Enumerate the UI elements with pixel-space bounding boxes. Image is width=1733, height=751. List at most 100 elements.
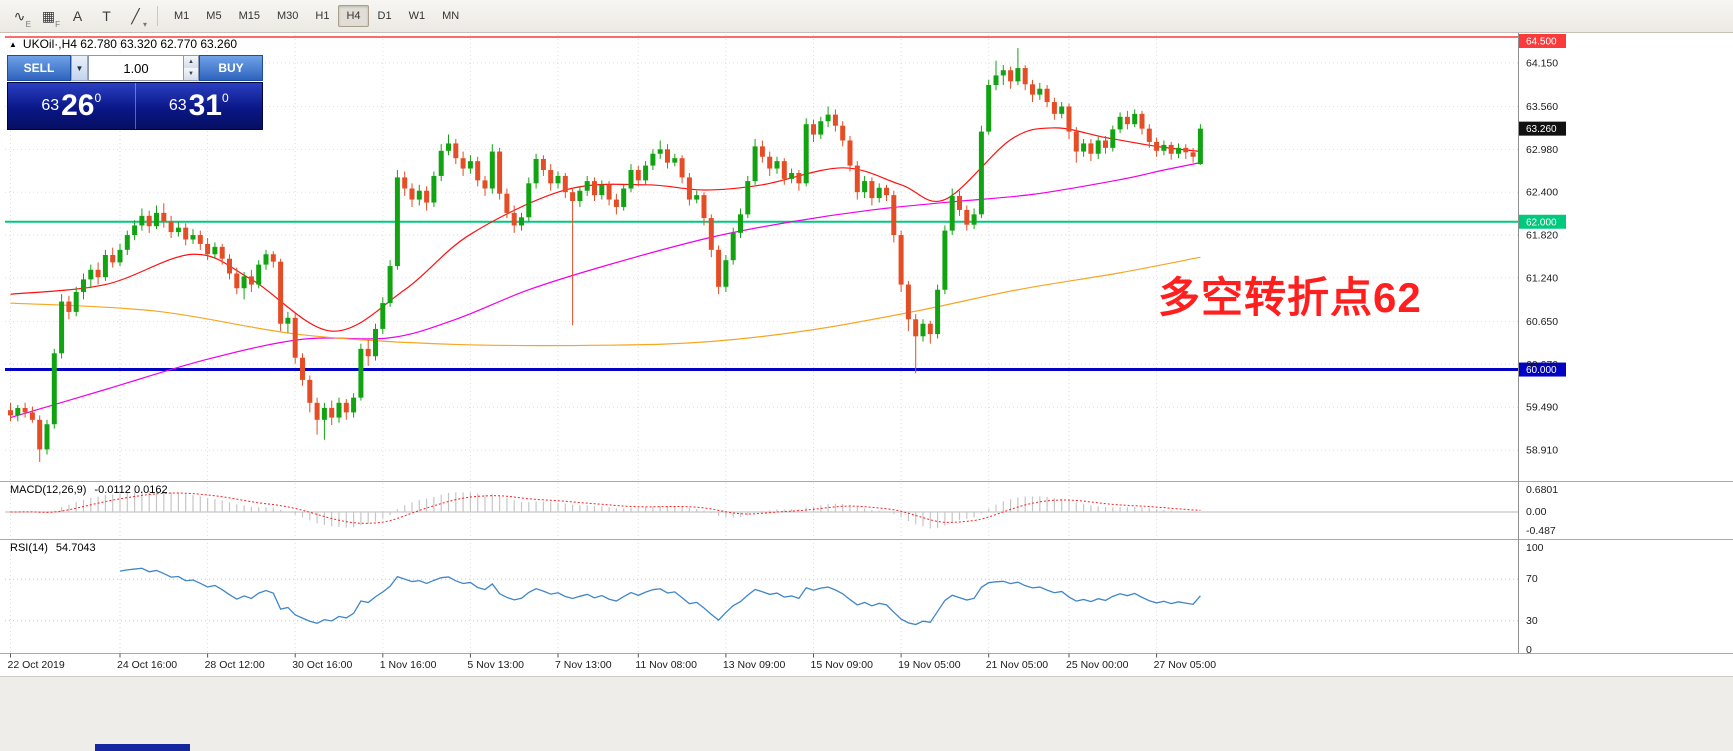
x-axis-label: 25 Nov 00:00 — [1066, 659, 1129, 671]
cursor-tool-icon[interactable]: A — [72, 8, 83, 24]
candle-body — [212, 246, 218, 255]
chart-symbol-info: ▲ UKOil·,H4 62.780 63.320 62.770 63.260 — [9, 37, 237, 51]
candle-body — [796, 172, 802, 184]
volume-stepper[interactable]: ▲ ▼ — [184, 55, 199, 81]
candle-body — [876, 187, 882, 199]
candle-body — [190, 235, 196, 240]
bid-fraction: 0 — [94, 91, 102, 105]
price-lines-layer — [5, 36, 1518, 372]
candle-body — [409, 188, 415, 200]
candle-body — [183, 227, 189, 240]
macd-values: -0.0112 0.0162 — [94, 484, 168, 496]
rsi-value: 54.7043 — [55, 542, 96, 554]
timeframe-button-M15[interactable]: M15 — [238, 10, 260, 22]
candle-body — [562, 175, 568, 193]
candle-body — [1190, 152, 1196, 157]
candle-body — [1022, 68, 1028, 85]
candle-body — [292, 317, 298, 358]
y-axis-tick: 59.490 — [1526, 402, 1558, 414]
candle-body — [1030, 84, 1035, 95]
candle-body — [248, 276, 254, 285]
candle-body — [1000, 70, 1006, 76]
sell-button[interactable]: SELL — [7, 55, 71, 81]
macd-title: MACD(12,26,9) — [10, 484, 87, 496]
chart-text-annotation[interactable]: 多空转折点62 — [1158, 274, 1422, 321]
candle-body — [942, 230, 948, 290]
candle-body — [51, 353, 57, 425]
timeframe-button-D1[interactable]: D1 — [377, 10, 392, 22]
bottom-strip — [0, 676, 1733, 751]
candle-body — [803, 124, 809, 184]
candle-body — [489, 151, 495, 189]
candle-body — [467, 161, 473, 169]
timeframe-button-W1[interactable]: W1 — [408, 10, 426, 22]
candle-body — [117, 249, 123, 263]
candle-body — [519, 217, 524, 226]
candle-body — [219, 246, 225, 259]
candle-body — [475, 161, 481, 181]
candle-body — [679, 158, 685, 178]
candle-body — [1161, 144, 1167, 151]
profiles-icon[interactable]: ▦ F — [41, 7, 60, 29]
rsi-axis-label: 30 — [1526, 615, 1538, 627]
candle-body — [613, 199, 619, 207]
candle-body — [504, 193, 510, 213]
drawing-tools-icon[interactable]: ╱ ▾ — [131, 7, 147, 29]
candle-body — [1008, 70, 1014, 82]
top-toolbar: ∿ E ▦ F A T ╱ ▾ M1 M5 M15 M30 H1 H4 D1 W1 MN — [0, 0, 1733, 33]
ma-mid — [10, 162, 1201, 419]
y-axis-tick: 64.150 — [1526, 57, 1558, 69]
candle-body — [416, 190, 422, 200]
candle-body — [1197, 128, 1203, 165]
y-axis-tick: 61.240 — [1526, 272, 1558, 284]
ma-fast — [10, 127, 1201, 332]
candle-body — [854, 165, 860, 193]
candle-body — [913, 319, 919, 337]
candle-body — [314, 402, 320, 420]
candle-body — [424, 190, 430, 203]
timeframe-button-M30[interactable]: M30 — [276, 10, 299, 22]
timeframe-button-H1[interactable]: H1 — [315, 10, 330, 22]
candle-body — [650, 153, 656, 166]
rsi-layer — [5, 567, 1518, 626]
y-axis-tick: 62.400 — [1526, 187, 1558, 199]
x-axis-label: 7 Nov 13:00 — [555, 659, 612, 671]
price-axis — [1519, 34, 1566, 377]
spin-down-icon[interactable]: ▼ — [184, 68, 198, 80]
candle-body — [336, 402, 342, 418]
volume-dropdown-icon[interactable]: ▼ — [71, 55, 88, 81]
timeframe-button-M5[interactable]: M5 — [206, 10, 222, 22]
bid-price-display[interactable]: 63 26 0 — [8, 83, 136, 129]
candle-body — [278, 261, 284, 324]
candle-body — [781, 161, 787, 179]
candle-body — [898, 235, 904, 285]
ask-price-display[interactable]: 63 31 0 — [136, 83, 263, 129]
candle-body — [825, 114, 831, 122]
candle-body — [606, 184, 612, 200]
volume-input[interactable] — [89, 56, 183, 80]
candle-body — [154, 212, 159, 227]
x-axis-label: 13 Nov 09:00 — [723, 659, 786, 671]
spin-up-icon[interactable]: ▲ — [184, 56, 198, 68]
candle-body — [701, 195, 707, 219]
timeframe-button-MN[interactable]: MN — [442, 10, 460, 22]
candle-body — [1037, 88, 1043, 95]
candle-body — [978, 131, 984, 215]
resistance-line-badge — [1519, 34, 1566, 48]
timeframe-button-H4[interactable]: H4 — [338, 5, 369, 27]
indicators-icon[interactable]: ∿ E — [13, 7, 31, 29]
candle-body — [394, 177, 400, 267]
text-tool-icon[interactable]: T — [102, 8, 111, 24]
timeframe-button-M1[interactable]: M1 — [174, 10, 190, 22]
candle-body — [1146, 128, 1152, 142]
candle-body — [759, 146, 765, 157]
buy-button[interactable]: BUY — [199, 55, 263, 81]
candle-body — [745, 181, 751, 215]
candle-body — [453, 143, 459, 159]
current-price-badge — [1519, 121, 1566, 136]
y-axis-tick: 63.560 — [1526, 101, 1558, 113]
candle-body — [139, 215, 145, 226]
candle-body — [197, 235, 203, 244]
